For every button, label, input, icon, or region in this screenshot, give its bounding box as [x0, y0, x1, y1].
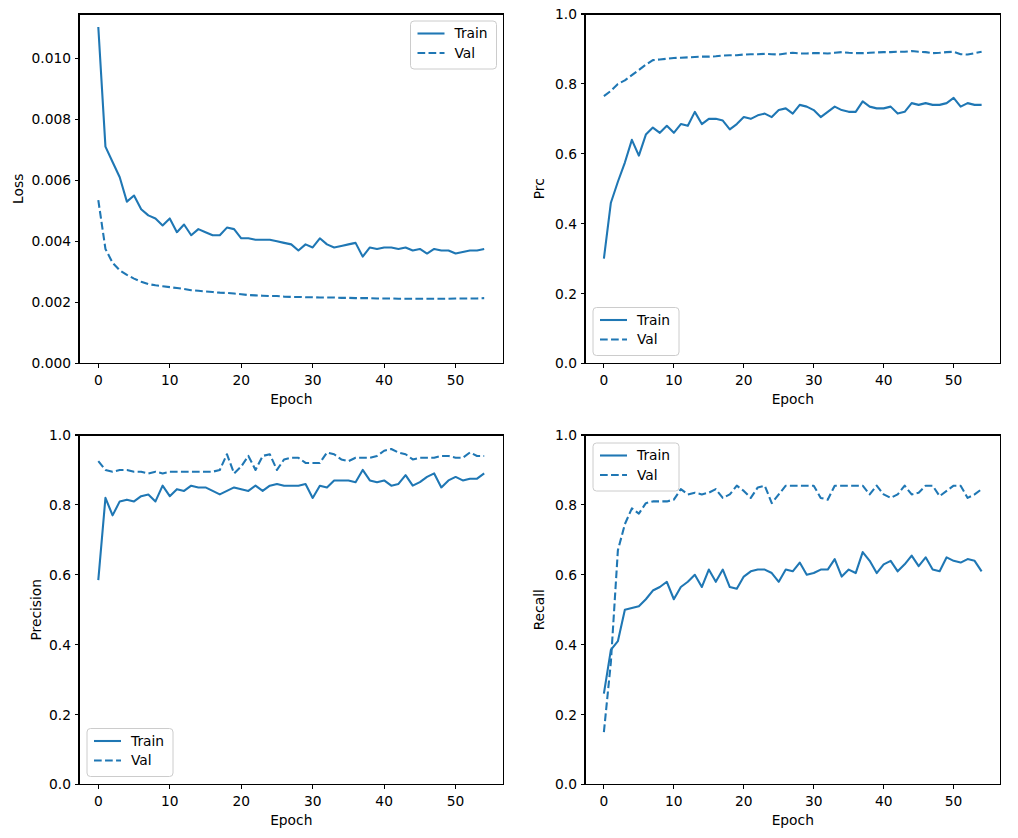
y-tick-label: 0.4 [555, 216, 577, 232]
legend-label-train: Train [130, 733, 164, 749]
x-tick-label: 30 [805, 793, 823, 809]
legend-label-train: Train [636, 447, 670, 463]
y-tick-label: 1.0 [555, 6, 577, 22]
x-axis-label: Epoch [270, 812, 312, 828]
y-tick-label: 0.0 [49, 776, 71, 792]
x-tick-label: 20 [232, 793, 250, 809]
y-tick-label: 0.4 [49, 637, 71, 653]
y-tick-label: 0.000 [32, 355, 72, 371]
y-tick-label: 0.002 [32, 294, 72, 310]
y-axis-label: Precision [28, 579, 44, 641]
val-line [604, 486, 982, 732]
x-axis-label: Epoch [772, 812, 814, 828]
x-tick-label: 20 [735, 793, 753, 809]
x-tick-label: 50 [945, 372, 963, 388]
x-tick-label: 10 [665, 793, 683, 809]
x-tick-label: 0 [599, 793, 608, 809]
train-line [98, 470, 484, 580]
x-tick-label: 40 [375, 793, 393, 809]
legend-label-train: Train [636, 312, 670, 328]
y-tick-label: 0.010 [32, 50, 72, 66]
subplot-loss: 0 10 20 30 40 50 0.000 0.002 0.004 0.006 0.008 0.01… [10, 14, 504, 407]
y-tick-label: 1.0 [555, 427, 577, 443]
figure-canvas: 010203040500.0000.0020.0040.0060.0080.01… [0, 0, 1018, 838]
x-tick-label: 50 [945, 793, 963, 809]
x-tick-label: 0 [94, 793, 103, 809]
legend: Train Val [87, 729, 173, 777]
y-tick-label: 1.0 [49, 427, 71, 443]
y-tick-label: 0.8 [49, 497, 71, 513]
y-tick-label: 0.6 [555, 567, 577, 583]
x-tick-label: 10 [161, 372, 179, 388]
y-tick-label: 0.4 [555, 637, 577, 653]
y-tick-label: 0.006 [32, 172, 72, 188]
training-metrics-figure: 010203040500.0000.0020.0040.0060.0080.01… [0, 0, 1018, 838]
y-tick-label: 0.008 [32, 111, 72, 127]
val-line [98, 200, 484, 299]
y-tick-label: 0.6 [555, 146, 577, 162]
x-tick-label: 10 [161, 793, 179, 809]
legend-label-val: Val [455, 45, 476, 61]
legend-label-val: Val [637, 467, 658, 483]
y-tick-label: 0.6 [49, 567, 71, 583]
legend-label-val: Val [637, 331, 658, 347]
train-line [604, 98, 982, 259]
x-tick-label: 30 [304, 372, 322, 388]
legend: Train Val [593, 308, 679, 356]
val-line [604, 51, 982, 96]
x-tick-label: 40 [375, 372, 393, 388]
y-tick-label: 0.8 [555, 497, 577, 513]
subplot-recall: 0 10 20 30 40 50 0.0 0.2 0.4 0.6 0.8 1.0 Epoch Recall… [531, 427, 1001, 828]
x-tick-label: 30 [805, 372, 823, 388]
x-tick-label: 20 [735, 372, 753, 388]
x-axis-label: Epoch [270, 391, 312, 407]
x-tick-label: 30 [304, 793, 322, 809]
val-line [98, 449, 484, 473]
x-tick-label: 0 [94, 372, 103, 388]
x-tick-label: 10 [665, 372, 683, 388]
legend: Train Val [593, 443, 679, 491]
y-tick-label: 0.0 [555, 355, 577, 371]
y-axis-label: Recall [531, 589, 547, 630]
y-tick-label: 0.2 [555, 707, 577, 723]
y-axis-label: Loss [10, 174, 26, 204]
x-tick-label: 0 [599, 372, 608, 388]
train-line [604, 552, 982, 694]
legend: Train Val [411, 21, 497, 69]
subplot-precision: 0 10 20 30 40 50 0.0 0.2 0.4 0.6 0.8 1.0 Epoch Precis… [28, 427, 504, 828]
legend-label-train: Train [454, 25, 488, 41]
subplot-prc: 0 10 20 30 40 50 0.0 0.2 0.4 0.6 0.8 1.0 Epoch Prc Tra… [531, 6, 1001, 407]
x-tick-label: 20 [232, 372, 250, 388]
x-tick-label: 40 [875, 793, 893, 809]
x-tick-label: 50 [447, 793, 465, 809]
x-tick-label: 50 [447, 372, 465, 388]
y-axis-label: Prc [531, 178, 547, 199]
x-tick-label: 40 [875, 372, 893, 388]
y-tick-label: 0.8 [555, 76, 577, 92]
x-axis-label: Epoch [772, 391, 814, 407]
y-tick-label: 0.2 [49, 707, 71, 723]
legend-label-val: Val [131, 752, 152, 768]
y-tick-label: 0.2 [555, 286, 577, 302]
y-tick-label: 0.0 [555, 776, 577, 792]
y-tick-label: 0.004 [32, 233, 72, 249]
